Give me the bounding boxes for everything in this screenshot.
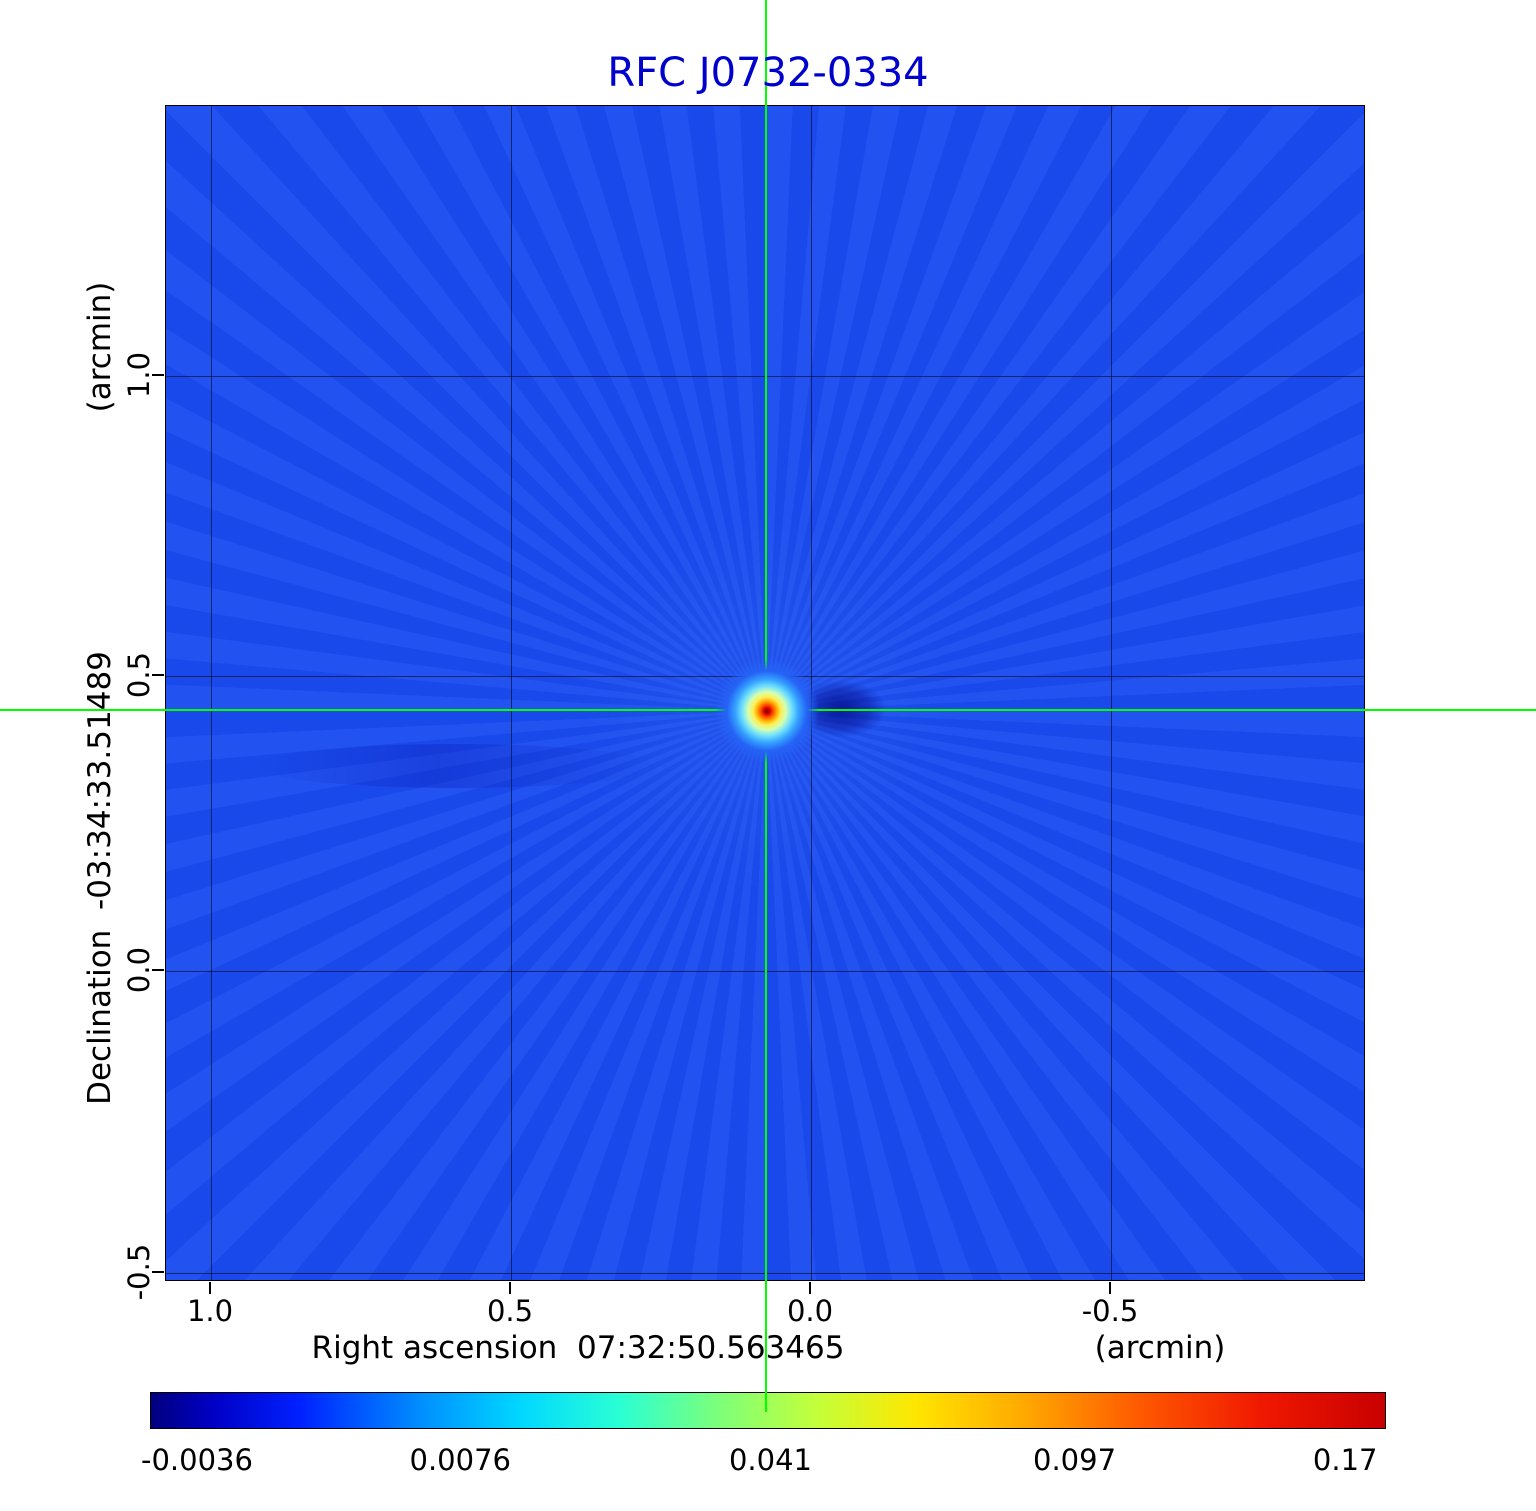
- x-tick-mark: [809, 1282, 811, 1294]
- x-tick-label: -0.5: [1081, 1294, 1139, 1328]
- y-tick-mark: [152, 1271, 164, 1273]
- x-tick-mark: [209, 1282, 211, 1294]
- colorbar-tick-label: 0.041: [728, 1443, 812, 1477]
- figure-title: RFC J0732-0334: [607, 50, 929, 96]
- x-tick-label: 0.0: [786, 1294, 834, 1328]
- y-tick-label: 1.0: [122, 351, 156, 399]
- grid-line-vertical: [1111, 106, 1112, 1280]
- declination-axis-label: Declination -03:34:33.51489: [82, 651, 118, 1105]
- x-tick-mark: [1109, 1282, 1111, 1294]
- noise-smudge: [256, 744, 656, 788]
- x-axis-unit-label: (arcmin): [1094, 1330, 1226, 1366]
- x-tick-label: 1.0: [186, 1294, 234, 1328]
- right-ascension-axis-label: Right ascension 07:32:50.563465: [311, 1330, 845, 1366]
- x-tick-label: 0.5: [486, 1294, 534, 1328]
- colorbar-tick-label: -0.0036: [140, 1443, 253, 1477]
- y-tick-label: 0.0: [122, 946, 156, 994]
- colorbar-tick-label: 0.097: [1033, 1443, 1117, 1477]
- radio-source-peak: [707, 651, 827, 771]
- x-tick-mark: [509, 1282, 511, 1294]
- grid-line-vertical: [211, 106, 212, 1280]
- y-tick-mark: [152, 969, 164, 971]
- grid-line-vertical: [511, 106, 512, 1280]
- y-tick-label: 0.5: [122, 651, 156, 699]
- colorbar-tick-label: 0.0076: [409, 1443, 511, 1477]
- colorbar-gradient: [150, 1392, 1386, 1429]
- y-tick-mark: [152, 374, 164, 376]
- y-axis-unit-label: (arcmin): [82, 281, 118, 413]
- colorbar-tick-label: 0.17: [1312, 1443, 1378, 1477]
- y-tick-mark: [152, 674, 164, 676]
- colorbar-labels: -0.0036 0.0076 0.041 0.097 0.17: [141, 1443, 1386, 1483]
- y-tick-label: -0.5: [122, 1243, 156, 1301]
